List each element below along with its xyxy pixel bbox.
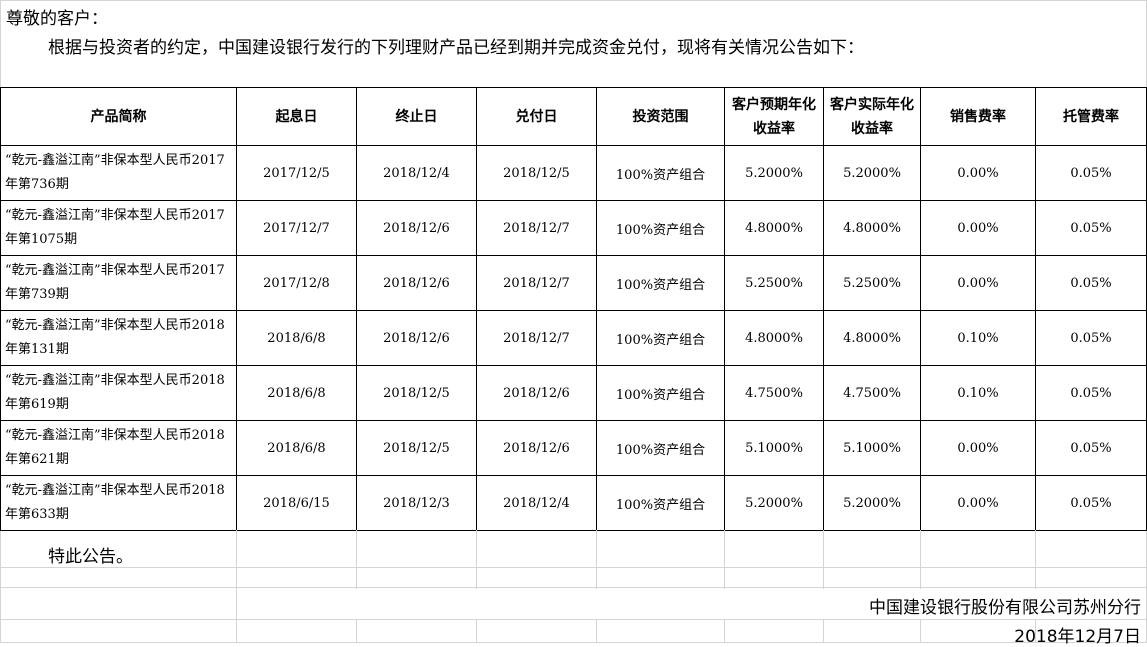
table-cell: 0.05% xyxy=(1035,200,1147,256)
product-name-cell: “乾元-鑫溢江南”非保本型人民币2017年第736期 xyxy=(0,145,237,201)
table-cell: 2018/6/8 xyxy=(236,310,357,366)
table-cell: 100%资产组合 xyxy=(596,475,725,531)
table-cell: 5.2000% xyxy=(823,145,921,201)
table-cell: 2017/12/5 xyxy=(236,145,357,201)
table-cell: 2018/12/3 xyxy=(356,475,477,531)
table-cell: 2018/12/7 xyxy=(476,255,597,311)
table-cell: 4.8000% xyxy=(823,310,921,366)
table-cell: 0.10% xyxy=(920,365,1036,421)
table-cell: 2018/12/6 xyxy=(476,420,597,476)
table-row: “乾元-鑫溢江南”非保本型人民币2018年第619期 2018/6/8 2018/1… xyxy=(0,365,1147,421)
table-cell: 5.2000% xyxy=(724,475,824,531)
product-name-cell: “乾元-鑫溢江南”非保本型人民币2017年第739期 xyxy=(0,255,237,311)
table-cell: 5.1000% xyxy=(724,420,824,476)
table-cell: 0.00% xyxy=(920,255,1036,311)
column-header: 兑付日 xyxy=(476,87,597,146)
table-cell: 100%资产组合 xyxy=(596,145,725,201)
table-cell: 2018/6/8 xyxy=(236,365,357,421)
table-cell: 0.05% xyxy=(1035,365,1147,421)
table-cell: 0.05% xyxy=(1035,420,1147,476)
column-header: 产品简称 xyxy=(0,87,237,146)
table-row: “乾元-鑫溢江南”非保本型人民币2017年第739期 2017/12/8 2018/… xyxy=(0,255,1147,311)
table-cell: 2018/6/8 xyxy=(236,420,357,476)
product-name-cell: “乾元-鑫溢江南”非保本型人民币2018年第131期 xyxy=(0,310,237,366)
table-cell: 0.00% xyxy=(920,475,1036,531)
footer-area: 特此公告。 中国建设银行股份有限公司苏州分行 2018年12月7日 xyxy=(0,530,1147,647)
table-cell: 2017/12/8 xyxy=(236,255,357,311)
table-cell: 4.8000% xyxy=(724,310,824,366)
table-cell: 2017/12/7 xyxy=(236,200,357,256)
table-cell: 2018/12/5 xyxy=(356,420,477,476)
column-header: 终止日 xyxy=(356,87,477,146)
column-header: 客户预期年化收益率 xyxy=(724,87,824,146)
column-header: 客户实际年化收益率 xyxy=(823,87,921,146)
table-cell: 4.8000% xyxy=(724,200,824,256)
table-cell: 2018/12/6 xyxy=(356,200,477,256)
table-cell: 4.8000% xyxy=(823,200,921,256)
table-cell: 4.7500% xyxy=(724,365,824,421)
table-cell: 0.05% xyxy=(1035,145,1147,201)
table-row: “乾元-鑫溢江南”非保本型人民币2017年第736期 2017/12/5 2018/… xyxy=(0,145,1147,201)
column-header: 投资范围 xyxy=(596,87,725,146)
table-cell: 5.1000% xyxy=(823,420,921,476)
table-cell: 100%资产组合 xyxy=(596,255,725,311)
table-row: “乾元-鑫溢江南”非保本型人民币2017年第1075期 2017/12/7 2018… xyxy=(0,200,1147,256)
table-cell: 5.2500% xyxy=(724,255,824,311)
table-row: “乾元-鑫溢江南”非保本型人民币2018年第621期 2018/6/8 2018/1… xyxy=(0,420,1147,476)
table-cell: 2018/12/6 xyxy=(356,310,477,366)
table-cell: 100%资产组合 xyxy=(596,310,725,366)
table-cell: 0.00% xyxy=(920,420,1036,476)
table-cell: 2018/12/4 xyxy=(356,145,477,201)
greeting: 尊敬的客户： xyxy=(6,9,108,29)
intro-text: 根据与投资者的约定，中国建设银行发行的下列理财产品已经到期并完成资金兑付，现将有… xyxy=(48,38,864,58)
table-row: “乾元-鑫溢江南”非保本型人民币2018年第633期 2018/6/15 2018/… xyxy=(0,475,1147,531)
product-table: 产品简称 起息日 终止日 兑付日 投资范围 客户预期年化收益率 客户实际年化收益率 销售费率托… xyxy=(0,87,1147,531)
table-cell: 5.2000% xyxy=(724,145,824,201)
announcement-date: 2018年12月7日 xyxy=(1014,627,1141,647)
table-row: “乾元-鑫溢江南”非保本型人民币2018年第131期 2018/6/8 2018/1… xyxy=(0,310,1147,366)
product-name-cell: “乾元-鑫溢江南”非保本型人民币2018年第619期 xyxy=(0,365,237,421)
table-cell: 0.10% xyxy=(920,310,1036,366)
column-header: 托管费率 xyxy=(1035,87,1147,146)
table-cell: 0.05% xyxy=(1035,255,1147,311)
table-cell: 0.05% xyxy=(1035,310,1147,366)
column-header: 销售费率 xyxy=(920,87,1036,146)
table-cell: 2018/12/6 xyxy=(476,365,597,421)
table-cell: 2018/6/15 xyxy=(236,475,357,531)
product-name-cell: “乾元-鑫溢江南”非保本型人民币2017年第1075期 xyxy=(0,200,237,256)
column-header: 起息日 xyxy=(236,87,357,146)
table-cell: 5.2500% xyxy=(823,255,921,311)
table-cell: 2018/12/4 xyxy=(476,475,597,531)
table-cell: 2018/12/7 xyxy=(476,310,597,366)
table-cell: 100%资产组合 xyxy=(596,365,725,421)
table-cell: 0.00% xyxy=(920,145,1036,201)
table-cell: 2018/12/5 xyxy=(476,145,597,201)
table-cell: 0.05% xyxy=(1035,475,1147,531)
table-cell: 4.7500% xyxy=(823,365,921,421)
closing-text: 特此公告。 xyxy=(48,547,133,567)
table-cell: 0.00% xyxy=(920,200,1036,256)
product-name-cell: “乾元-鑫溢江南”非保本型人民币2018年第633期 xyxy=(0,475,237,531)
table-header-row: 产品简称 起息日 终止日 兑付日 投资范围 客户预期年化收益率 客户实际年化收益率 销售费率托… xyxy=(0,87,1147,146)
table-cell: 5.2000% xyxy=(823,475,921,531)
table-cell: 100%资产组合 xyxy=(596,420,725,476)
issuer-name: 中国建设银行股份有限公司苏州分行 xyxy=(869,598,1141,618)
table-cell: 2018/12/6 xyxy=(356,255,477,311)
table-cell: 2018/12/5 xyxy=(356,365,477,421)
table-cell: 2018/12/7 xyxy=(476,200,597,256)
product-name-cell: “乾元-鑫溢江南”非保本型人民币2018年第621期 xyxy=(0,420,237,476)
table-cell: 100%资产组合 xyxy=(596,200,725,256)
